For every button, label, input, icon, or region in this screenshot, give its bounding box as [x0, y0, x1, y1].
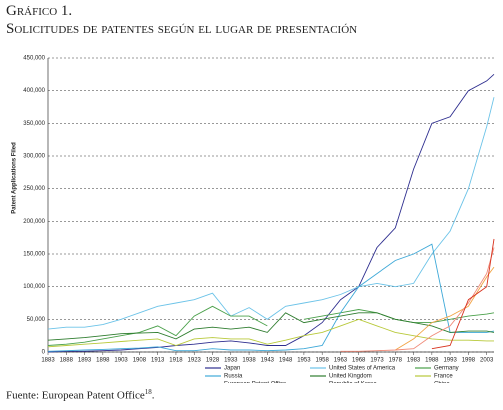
x-tick-label: 1913: [151, 358, 165, 364]
x-tick-label: 1958: [316, 358, 330, 364]
x-tick-label: 1978: [389, 358, 403, 364]
y-axis-label: Patent Applications Filed: [12, 142, 18, 214]
x-tick-label: 1888: [60, 358, 74, 364]
legend-label: Japan: [224, 366, 240, 372]
series-line: [431, 238, 495, 350]
y-tick-label: 300,000: [23, 154, 45, 160]
x-tick-label: 1963: [334, 358, 348, 364]
legend-label: Republic of Korea: [329, 382, 377, 383]
y-tick-label: 150,000: [23, 252, 45, 258]
x-tick-label: 1938: [242, 358, 256, 364]
y-tick-label: 350,000: [23, 121, 45, 127]
y-tick-label: 0: [42, 350, 46, 356]
x-tick-label: 1898: [96, 358, 110, 364]
footer-text: Fuente: European Patent Office: [6, 389, 145, 402]
x-tick-label: 1988: [425, 358, 439, 364]
series-line: [47, 318, 494, 348]
x-tick-label: 1918: [169, 358, 183, 364]
x-tick-label: 1933: [224, 358, 238, 364]
y-tick-label: 400,000: [23, 88, 45, 94]
x-tick-label: 2003: [480, 358, 494, 364]
legend-label: France: [434, 374, 453, 380]
legend-label: Russia: [224, 374, 243, 380]
legend-label: China: [434, 382, 450, 383]
x-tick-label: 1883: [41, 358, 55, 364]
x-tick-label: 1903: [114, 358, 128, 364]
series-line: [395, 266, 495, 351]
x-tick-label: 1998: [462, 358, 476, 364]
figure-label: Gráfico 1.: [6, 3, 73, 19]
series-line: [47, 243, 495, 352]
x-tick-label: 1993: [443, 358, 457, 364]
series-line: [47, 73, 495, 353]
x-tick-label: 1893: [78, 358, 92, 364]
footer: Fuente: European Patent Office18.: [6, 388, 155, 402]
x-tick-label: 1968: [352, 358, 366, 364]
y-tick-label: 100,000: [23, 284, 45, 290]
y-tick-label: 450,000: [23, 56, 45, 62]
x-tick-label: 1973: [370, 358, 384, 364]
x-tick-label: 1983: [407, 358, 421, 364]
legend-label: United States of America: [329, 366, 396, 372]
x-tick-label: 1953: [297, 358, 311, 364]
y-tick-label: 50,000: [27, 317, 46, 323]
heading: Gráfico 1. Solicitudes de patentes según…: [6, 2, 357, 38]
series-line: [47, 97, 495, 330]
y-tick-label: 250,000: [23, 186, 45, 192]
footer-end: .: [151, 389, 155, 402]
legend-label: European Patent Office: [224, 382, 287, 383]
series-line: [340, 247, 495, 352]
x-tick-label: 1948: [279, 358, 293, 364]
figure-title: Solicitudes de patentes según el lugar d…: [6, 21, 358, 37]
x-tick-label: 1908: [133, 358, 147, 364]
x-tick-label: 1943: [261, 358, 275, 364]
chart: Patent Applications Filed 0 50,000 100,000…: [12, 56, 495, 383]
legend-label: Germany: [434, 366, 459, 372]
legend-label: United Kingdom: [329, 374, 372, 380]
y-tick-label: 200,000: [23, 219, 45, 225]
x-tick-label: 1928: [206, 358, 220, 364]
x-tick-label: 1923: [188, 358, 202, 364]
footer-note: 18: [144, 388, 152, 396]
